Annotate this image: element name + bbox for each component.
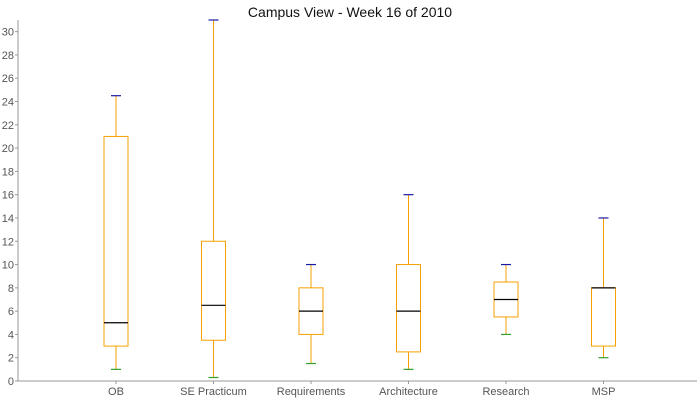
iqr-box [201, 240, 226, 341]
y-tick-label: 10 [2, 260, 14, 272]
iqr-box [591, 287, 616, 347]
y-tick-label: 30 [2, 27, 14, 39]
box-plot-item [396, 194, 421, 370]
box-plot-item [493, 263, 519, 336]
box-plot-item [298, 263, 324, 365]
x-tick-label: Requirements [277, 386, 346, 398]
y-tick-label: 6 [8, 306, 14, 318]
y-tick-label: 20 [2, 143, 14, 155]
box-plot-item [591, 217, 616, 359]
y-tick-label: 24 [2, 97, 14, 109]
y-tick-label: 8 [8, 283, 14, 295]
y-tick-label: 14 [2, 213, 14, 225]
y-tick-label: 22 [2, 120, 14, 132]
y-tick-label: 12 [2, 236, 14, 248]
box-plot-item [103, 95, 129, 370]
y-tick-label: 2 [8, 353, 14, 365]
y-tick-label: 26 [2, 73, 14, 85]
marks-layer [103, 19, 616, 379]
iqr-box [103, 135, 129, 347]
x-tick-label: Architecture [379, 386, 438, 398]
x-tick-label: SE Practicum [180, 386, 247, 398]
y-tick-label: 4 [8, 329, 14, 341]
x-tick-label: MSP [592, 386, 616, 398]
y-tick-label: 28 [2, 50, 14, 62]
x-tick-label: Research [482, 386, 529, 398]
y-tick-label: 18 [2, 166, 14, 178]
chart-title: Campus View - Week 16 of 2010 [247, 4, 453, 20]
iqr-box [396, 264, 421, 353]
x-tick-label: OB [108, 386, 124, 398]
y-tick-label: 0 [8, 376, 14, 388]
box-plot-item [201, 19, 226, 379]
y-tick-label: 16 [2, 190, 14, 202]
